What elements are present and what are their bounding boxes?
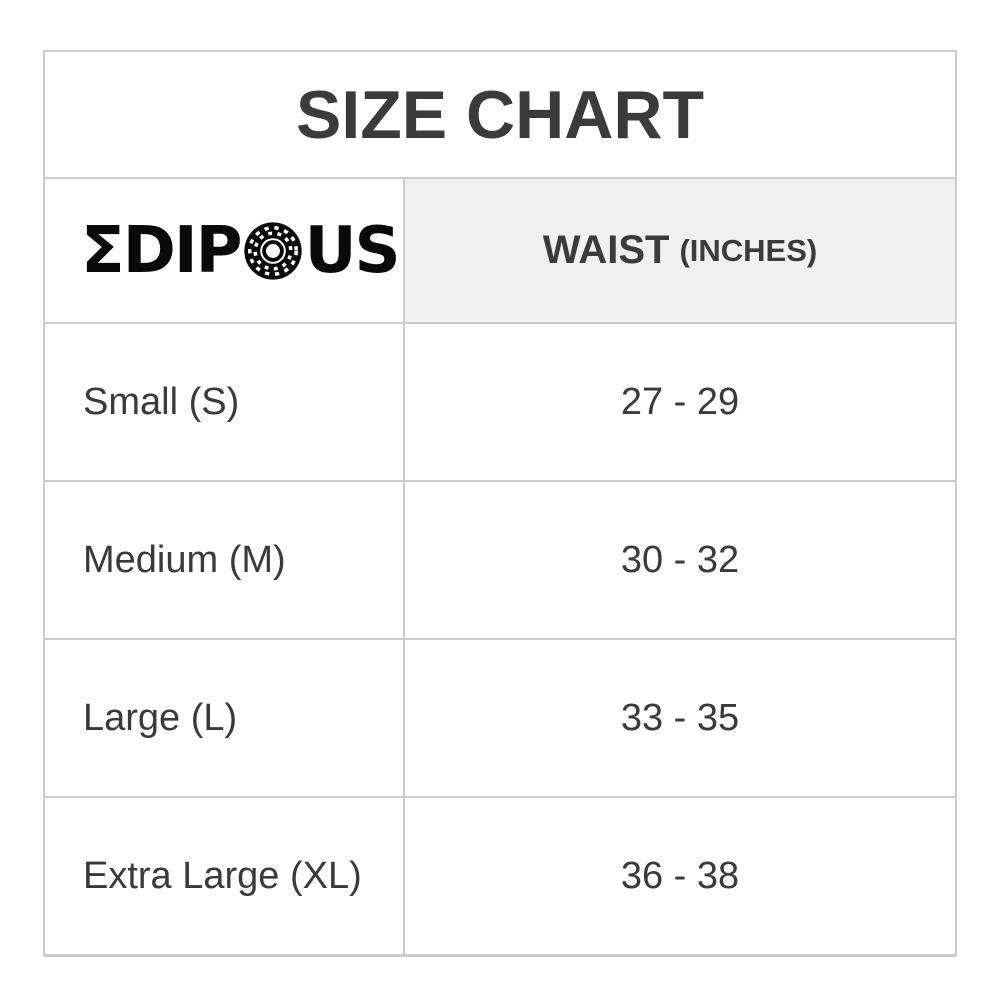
brand-logo-cell: ΣDIP US	[45, 179, 403, 322]
edipous-logo: ΣDIP US	[81, 213, 401, 288]
table-row-waist-value: 36 - 38	[405, 798, 955, 954]
title-row: SIZE CHART	[45, 52, 955, 177]
table-row-size-label: Medium (M)	[45, 482, 403, 638]
size-chart-table: SIZE CHART ΣDIP US WAIST (INCHES) Small …	[43, 50, 957, 957]
waist-column-header: WAIST (INCHES)	[405, 179, 955, 322]
greek-meander-o-icon	[243, 221, 302, 280]
table-row-waist-value: 27 - 29	[405, 324, 955, 480]
table-row-size-label: Large (L)	[45, 640, 403, 796]
logo-text-start: ΣDIP	[81, 213, 243, 288]
waist-header-label: WAIST	[542, 228, 670, 272]
waist-header-unit: (INCHES)	[679, 232, 818, 268]
table-row-size-label: Extra Large (XL)	[45, 798, 403, 954]
page-title: SIZE CHART	[296, 76, 704, 153]
table-row-waist-value: 33 - 35	[405, 640, 955, 796]
table-row-waist-value: 30 - 32	[405, 482, 955, 638]
logo-text-end: US	[304, 213, 401, 288]
table-row-size-label: Small (S)	[45, 324, 403, 480]
